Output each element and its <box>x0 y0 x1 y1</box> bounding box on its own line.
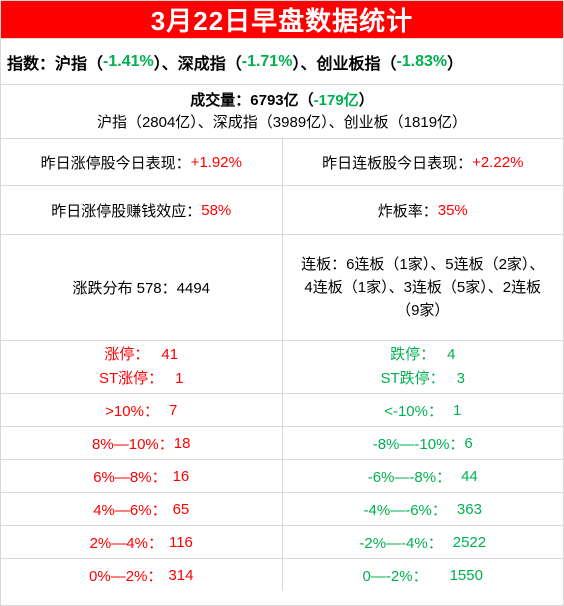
band-down-value: 1 <box>452 401 462 419</box>
consecutive-boards-cell: 连板：6连板（1家）、5连板（2家）、 4连板（1家）、3连板（5家）、2连板 … <box>283 235 564 340</box>
limit-down-label: 跌停： <box>390 346 436 363</box>
band-row: 6%—8%： 16 -6%—-8%： 44 <box>1 459 563 492</box>
limit-up-label: 涨停： <box>104 346 150 363</box>
band-down-cell: <-10%： 1 <box>283 394 564 426</box>
band-up-value: 65 <box>172 500 190 518</box>
band-row: >10%： 7 <-10%： 1 <box>1 393 563 426</box>
band-down-cell: -8%—-10%： 6 <box>283 427 564 459</box>
cy-index-change: -1.83% <box>396 52 448 70</box>
profit-row: 昨日涨停股赚钱效应： 58% 炸板率： 35% <box>1 185 563 234</box>
band-up-label: 0%—2%： <box>89 567 163 585</box>
band-down-value: 363 <box>456 500 482 518</box>
band-up-cell: 6%—8%： 16 <box>1 460 283 492</box>
band-down-value: 2522 <box>452 533 487 551</box>
band-up-cell: 0%—2%： 314 <box>1 559 283 591</box>
streak-performance-value: +2.22% <box>472 153 524 171</box>
profit-effect-cell: 昨日涨停股赚钱效应： 58% <box>1 186 283 234</box>
band-up-label: >10%： <box>105 402 159 420</box>
index-sep-1: ）、深成指（ <box>153 55 242 73</box>
streak-performance-cell: 昨日连板股今日表现： +2.22% <box>283 139 564 185</box>
band-down-label: 0—-2%： <box>362 567 428 585</box>
band-down-value: 1550 <box>449 566 483 584</box>
band-down-cell: -6%—-8%： 44 <box>283 460 564 492</box>
band-up-cell: 2%—4%： 116 <box>1 526 283 558</box>
band-up-label: 2%—4%： <box>89 534 163 552</box>
limit-up-performance-value: +1.92% <box>190 153 242 171</box>
performance-row: 昨日涨停股今日表现： +1.92% 昨日连板股今日表现： +2.22% <box>1 138 563 185</box>
band-down-label: -8%—-10%： <box>372 435 465 453</box>
band-up-value: 16 <box>172 467 190 485</box>
volume-close: ） <box>358 91 374 109</box>
st-limit-down-label: ST跌停： <box>380 370 445 387</box>
broken-board-cell: 炸板率： 35% <box>283 186 564 234</box>
boards-line-1: 连板：6连板（1家）、5连板（2家）、 <box>301 256 545 273</box>
band-down-value: 44 <box>461 467 478 485</box>
band-down-cell: 0—-2%： 1550 <box>283 559 564 591</box>
band-up-cell: >10%： 7 <box>1 394 283 426</box>
band-up-label: 8%—10%： <box>92 435 174 453</box>
band-up-value: 18 <box>173 434 191 452</box>
band-down-label: -4%—-6%： <box>363 501 447 519</box>
limit-up-stack: 涨停： 41 ST涨停： 1 <box>99 343 184 391</box>
limit-down-line: 跌停： 4 <box>380 343 465 367</box>
broken-board-label: 炸板率： <box>377 202 438 220</box>
volume-change: -179亿 <box>313 91 359 109</box>
limit-up-value: 41 <box>161 346 179 363</box>
limit-down-stack: 跌停： 4 ST跌停： 3 <box>380 343 465 391</box>
band-down-cell: -4%—-6%： 363 <box>283 493 564 525</box>
limit-up-counts: 涨停： 41 ST涨停： 1 <box>1 341 283 393</box>
st-limit-up-value: 1 <box>175 370 184 387</box>
index-sep-2: ）、创业板指（ <box>292 55 397 73</box>
st-limit-up-label: ST涨停： <box>98 370 164 387</box>
st-limit-up-line: ST涨停： 1 <box>99 367 184 391</box>
limit-up-line: 涨停： 41 <box>99 343 184 367</box>
band-down-label: -2%—-4%： <box>359 534 443 552</box>
sz-index-change: -1.71% <box>241 52 293 70</box>
page-title: 3月22日早盘数据统计 <box>1 1 563 38</box>
index-suffix: ） <box>447 55 464 73</box>
profit-effect-label: 昨日涨停股赚钱效应： <box>51 202 202 220</box>
band-row: 0%—2%： 314 0—-2%： 1550 <box>1 558 563 591</box>
limit-down-value: 4 <box>447 346 456 363</box>
band-down-label: -6%—-8%： <box>367 468 452 486</box>
band-up-value: 7 <box>168 401 178 419</box>
volume-breakdown: 沪指（2804亿）、深成指（3989亿）、创业板（1819亿） <box>96 113 468 131</box>
volume-label: 成交量：6793亿（ <box>190 91 314 109</box>
limit-up-performance-cell: 昨日涨停股今日表现： +1.92% <box>1 139 283 185</box>
band-up-value: 314 <box>168 566 194 584</box>
boards-line-2: 4连板（1家）、3连板（5家）、2连板 <box>304 279 542 296</box>
limit-up-performance-label: 昨日涨停股今日表现： <box>40 154 191 172</box>
limit-count-row: 涨停： 41 ST涨停： 1 跌停： 4 ST跌停： 3 <box>1 340 563 393</box>
band-down-cell: -2%—-4%： 2522 <box>283 526 564 558</box>
band-up-cell: 4%—6%： 65 <box>1 493 283 525</box>
band-row: 4%—6%： 65 -4%—-6%： 363 <box>1 492 563 525</box>
distribution-row: 涨跌分布 578：4494 连板：6连板（1家）、5连板（2家）、 4连板（1家… <box>1 234 563 340</box>
index-prefix: 指数：沪指（ <box>7 55 104 73</box>
band-up-value: 116 <box>168 533 193 551</box>
limit-down-counts: 跌停： 4 ST跌停： 3 <box>283 341 564 393</box>
sh-index-change: -1.41% <box>103 52 154 70</box>
volume-total-line: 成交量：6793亿（-179亿） <box>190 90 373 112</box>
boards-line-3: （9家） <box>396 302 450 319</box>
consecutive-boards-text: 连板：6连板（1家）、5连板（2家）、 4连板（1家）、3连板（5家）、2连板 … <box>293 253 552 322</box>
st-limit-down-value: 3 <box>456 370 465 387</box>
band-down-value: 6 <box>464 434 473 452</box>
band-down-label: <-10%： <box>384 402 443 420</box>
broken-board-value: 35% <box>437 201 468 219</box>
streak-performance-label: 昨日连板股今日表现： <box>322 154 473 172</box>
st-limit-down-line: ST跌停： 3 <box>380 367 465 391</box>
band-up-cell: 8%—10%： 18 <box>1 427 283 459</box>
volume-row: 成交量：6793亿（-179亿） 沪指（2804亿）、深成指（3989亿）、创业… <box>1 84 563 138</box>
index-row: 指数：沪指（ -1.41% ）、深成指（ -1.71% ）、创业板指（ -1.8… <box>1 38 563 84</box>
band-up-label: 4%—6%： <box>93 501 167 519</box>
band-row: 2%—4%： 116 -2%—-4%： 2522 <box>1 525 563 558</box>
profit-effect-value: 58% <box>201 201 232 219</box>
band-up-label: 6%—8%： <box>93 468 167 486</box>
band-row: 8%—10%： 18 -8%—-10%： 6 <box>1 426 563 459</box>
rise-fall-distribution: 涨跌分布 578：4494 <box>1 235 283 340</box>
